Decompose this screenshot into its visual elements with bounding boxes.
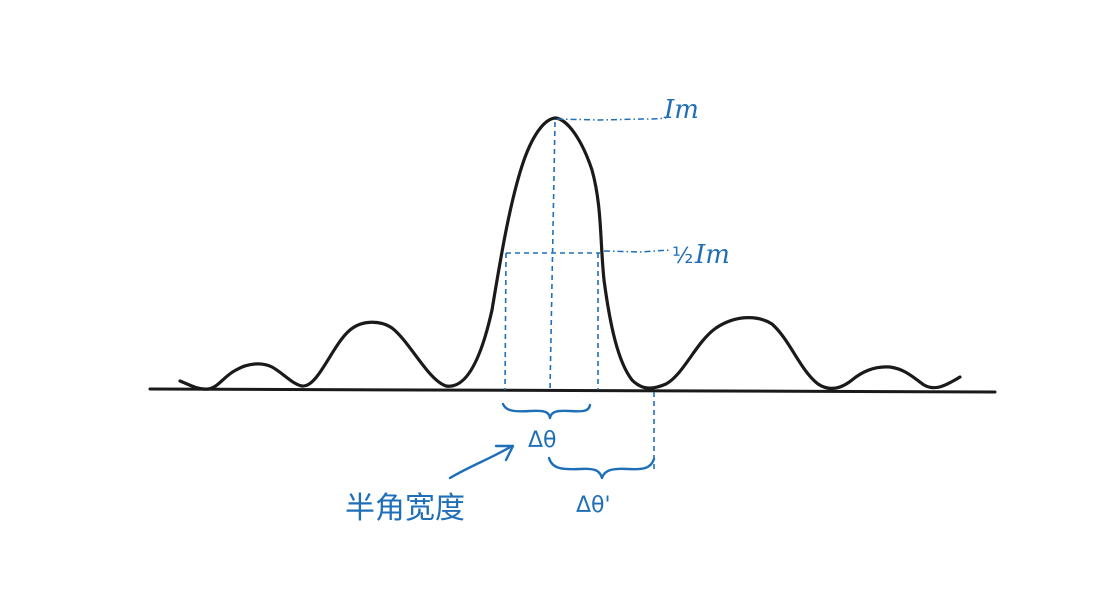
half-width-left-line [504,252,507,391]
half-max-level-line [603,249,671,253]
delta-theta-label: Δθ [528,428,557,453]
half-fraction: ½ [672,244,693,269]
delta-theta-prime-label: Δθ' [576,493,611,518]
half-max-im: Im [694,240,730,270]
intensity-curve [178,116,962,391]
delta-theta-prime-brace [547,456,656,480]
half-max-label: ½ Im [672,240,730,270]
peak-level-line [556,117,667,121]
delta-theta-brace [501,402,592,420]
annotation-arrow [448,444,514,480]
peak-label: Im [663,95,699,125]
half-angular-width-annotation: 半角宽度 [345,491,465,526]
annotation-arrowhead [494,444,515,462]
central-axis-line [549,121,556,391]
horizontal-axis [148,387,997,394]
